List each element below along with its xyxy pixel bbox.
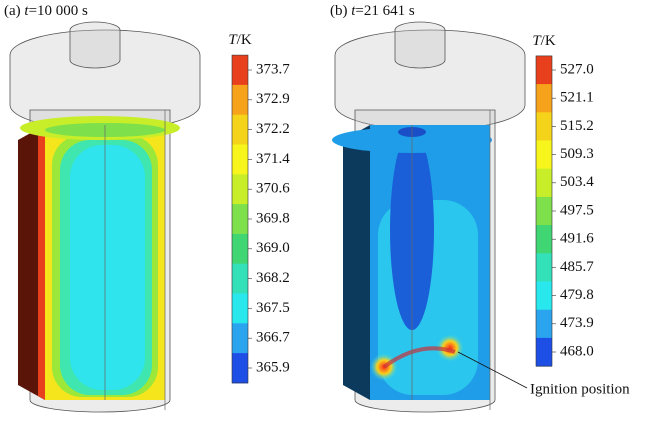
colorbar-segment xyxy=(232,263,248,294)
colorbar-tick-label: 368.2 xyxy=(256,270,290,286)
time-variable: t xyxy=(24,3,29,19)
zone xyxy=(70,145,145,390)
panel-caption: (b) t=21 641 s xyxy=(330,3,415,19)
panel-label: (b) xyxy=(330,3,348,19)
cut-edge xyxy=(38,125,45,400)
annotation-leader xyxy=(457,351,528,389)
colorbar-segment xyxy=(536,196,552,226)
colorbar-segment xyxy=(536,112,552,141)
colorbar-tick-label: 468.0 xyxy=(560,343,594,359)
colorbar-segment xyxy=(536,168,552,198)
colorbar-segment xyxy=(232,55,248,86)
colorbar-tick-label: 485.7 xyxy=(560,259,594,275)
colorbar-title-unit: /K xyxy=(541,33,556,49)
colorbar-tick-label: 372.9 xyxy=(256,91,290,107)
colorbar-tick-label: 369.8 xyxy=(256,210,290,226)
colorbar-segment xyxy=(536,140,552,170)
cylinder-a xyxy=(9,21,201,413)
colorbar-tick-label: 367.5 xyxy=(256,300,290,316)
colorbar-segment xyxy=(536,84,552,113)
colorbar-tick-label: 369.0 xyxy=(256,240,290,256)
time-value: =10 000 s xyxy=(29,3,88,19)
colorbar-tick-label: 372.2 xyxy=(256,121,290,137)
colorbar-tick-label: 371.4 xyxy=(256,151,290,167)
colorbar-tick-label: 497.5 xyxy=(560,202,594,218)
time-variable: t xyxy=(351,3,356,19)
colorbar-segment xyxy=(536,281,552,311)
colorbar-tick-label: 509.3 xyxy=(560,146,594,162)
colorbar-segment xyxy=(232,84,248,116)
colorbar-tick-label: 521.1 xyxy=(560,90,594,106)
colorbar-segment xyxy=(232,293,248,324)
cut-left-face xyxy=(343,125,370,400)
colorbar-segment xyxy=(232,174,248,205)
colorbar-segment xyxy=(536,55,552,85)
colorbar-segment xyxy=(232,204,248,235)
hot-spot xyxy=(436,334,464,362)
colorbar-segment xyxy=(536,309,552,339)
colorbar-tick-label: 515.2 xyxy=(560,118,594,134)
top-cap xyxy=(69,21,121,69)
panel-caption: (a) t=10 000 s xyxy=(4,3,88,19)
colorbar-tick-label: 366.7 xyxy=(256,330,290,346)
colorbar-segment xyxy=(536,337,552,367)
colorbar-segment xyxy=(232,323,248,354)
colorbar-segment xyxy=(232,114,248,145)
colorbar-tick-label: 473.9 xyxy=(560,315,594,331)
annotation: Ignition position xyxy=(530,381,630,397)
colorbar-segment xyxy=(536,225,552,254)
colorbar-tick-label: 365.9 xyxy=(256,359,290,375)
colorbar-title: T/K xyxy=(532,33,556,49)
colorbar-title-var: T xyxy=(532,33,542,49)
colorbar-tick-label: 491.6 xyxy=(560,231,594,247)
colorbar-segment xyxy=(232,353,248,384)
panel-label: (a) xyxy=(4,3,21,19)
colorbar-tick-label: 373.7 xyxy=(256,61,290,77)
colorbar-segment xyxy=(536,253,552,282)
hot-band xyxy=(382,346,456,369)
colorbar-segment xyxy=(232,233,248,265)
colorbar-title: T/K xyxy=(228,33,252,49)
colorbar-tick-label: 479.8 xyxy=(560,287,594,303)
top-cap xyxy=(394,21,446,69)
colorbar-tick-label: 503.4 xyxy=(560,174,594,190)
cylinder-b xyxy=(332,21,526,413)
colorbar-tick-label: 370.6 xyxy=(256,181,290,197)
colorbar-title-unit: /K xyxy=(237,33,252,49)
time-value: =21 641 s xyxy=(355,3,414,19)
colorbar-segment xyxy=(232,144,248,175)
colorbar-tick-label: 527.0 xyxy=(560,61,594,77)
colorbar-title-var: T xyxy=(228,33,238,49)
